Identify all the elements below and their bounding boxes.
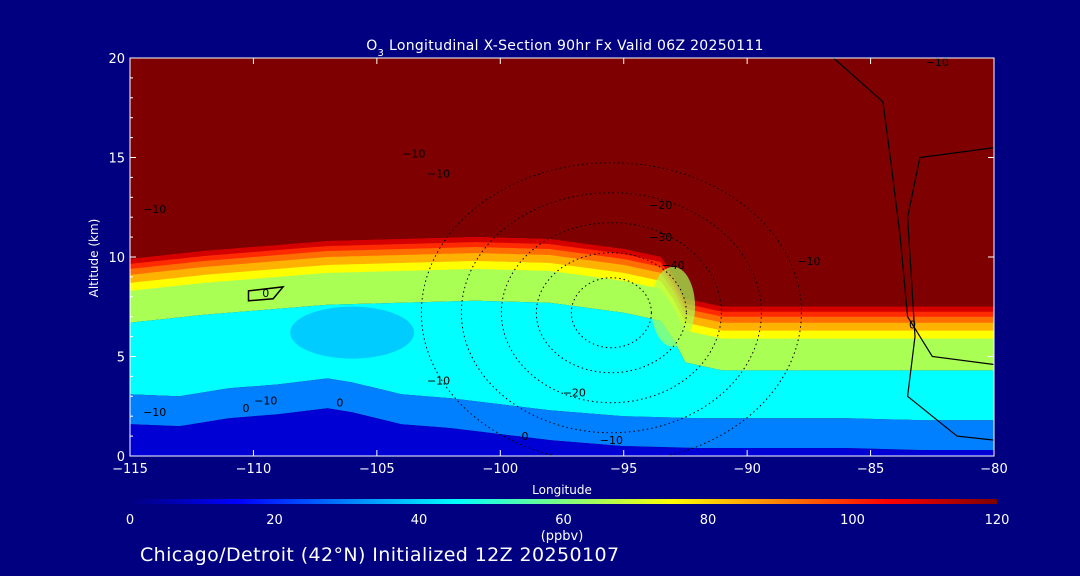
contour-label: −10 [402, 148, 425, 161]
contour-dotted-ring [420, 162, 802, 456]
contour-label: −10 [254, 394, 277, 407]
colorbar-units: (ppbv) [541, 529, 584, 544]
contour-label: −10 [143, 406, 166, 419]
contour-label: −40 [661, 259, 684, 272]
y-axis: 0 5 10 15 20 [108, 52, 994, 465]
contour-label: −20 [649, 199, 672, 212]
contour-label: −10 [143, 203, 166, 216]
colorbar-tick-label: 60 [555, 513, 572, 528]
contour-label: −10 [600, 434, 623, 447]
contour-label: −30 [649, 231, 672, 244]
contour-solid-zero-right [833, 58, 994, 366]
ozone-layer-transition-0 [130, 237, 994, 317]
y-axis-label: Altitude (km) [87, 219, 101, 298]
ozone-field [130, 237, 994, 456]
contour-solid-zero-far-right [906, 147, 994, 441]
ozone-layer-transition-2 [130, 247, 994, 327]
colorbar [130, 499, 997, 504]
y-tick-label: 10 [108, 251, 125, 266]
x-tick-label: −105 [359, 462, 395, 477]
contour-label: −10 [926, 56, 949, 69]
contour-label: −10 [427, 374, 450, 387]
contour-dotted-ring [460, 192, 762, 434]
footer-caption: Chicago/Detroit (42°N) Initialized 12Z 2… [140, 544, 619, 566]
contour-dotted-ring [500, 222, 722, 404]
contour-label: −10 [427, 167, 450, 180]
x-tick-label: −85 [857, 462, 884, 477]
ozone-low-pocket [290, 306, 415, 359]
ozone-layer-upper-troposphere [130, 268, 994, 371]
contour-dotted-ring [535, 252, 687, 374]
y-tick-label: 15 [108, 152, 125, 167]
contour-label: 0 [909, 319, 916, 332]
ozone-layer-boundary [130, 408, 994, 456]
x-tick-label: −80 [980, 462, 1007, 477]
colorbar-tick-label: 0 [126, 513, 134, 528]
x-tick-label: −115 [112, 462, 148, 477]
colorbar-ticks: 0 20 40 60 80 100 120 [126, 513, 1010, 528]
contour-solid-zero-left [247, 285, 285, 302]
ozone-layer-transition-4 [130, 261, 994, 341]
y-tick-label: 0 [117, 450, 125, 465]
contour-label: −20 [563, 386, 586, 399]
contour-label: −10 [797, 255, 820, 268]
contour-label: 0 [243, 402, 250, 415]
ozone-layer-lower-troposphere [130, 378, 994, 450]
colorbar-tick-label: 80 [700, 513, 717, 528]
plot-area: 0−10−10−10−20−30−40 −10−100−10−20−10 0−10 0… [130, 56, 994, 456]
ozone-layer-transition-3 [130, 253, 994, 333]
contour-dotted-ring [570, 277, 652, 349]
chart-title: O3 Longitudinal X-Section 90hr Fx Valid … [366, 38, 764, 59]
x-tick-label: −90 [733, 462, 760, 477]
contour-label: 0 [336, 396, 343, 409]
x-axis: −115 −110 −105 −100 −95 −90 −85 −80 [112, 58, 1008, 477]
contour-labels: 0−10−10−10−20−30−40 −10−100−10−20−10 0−10 0… [143, 56, 949, 447]
y-tick-label: 20 [108, 52, 125, 67]
contour-label: 0 [521, 430, 528, 443]
x-axis-label: Longitude [532, 483, 592, 497]
x-tick-label: −95 [610, 462, 637, 477]
y-tick-label: 5 [117, 351, 125, 366]
colorbar-tick-label: 40 [411, 513, 428, 528]
colorbar-tick-label: 100 [840, 513, 865, 528]
contour-lines [247, 58, 994, 456]
x-tick-label: −110 [236, 462, 272, 477]
contour-label: 0 [262, 287, 269, 300]
colorbar-tick-label: 120 [985, 513, 1010, 528]
colorbar-tick-label: 20 [266, 513, 283, 528]
x-tick-label: −100 [482, 462, 518, 477]
